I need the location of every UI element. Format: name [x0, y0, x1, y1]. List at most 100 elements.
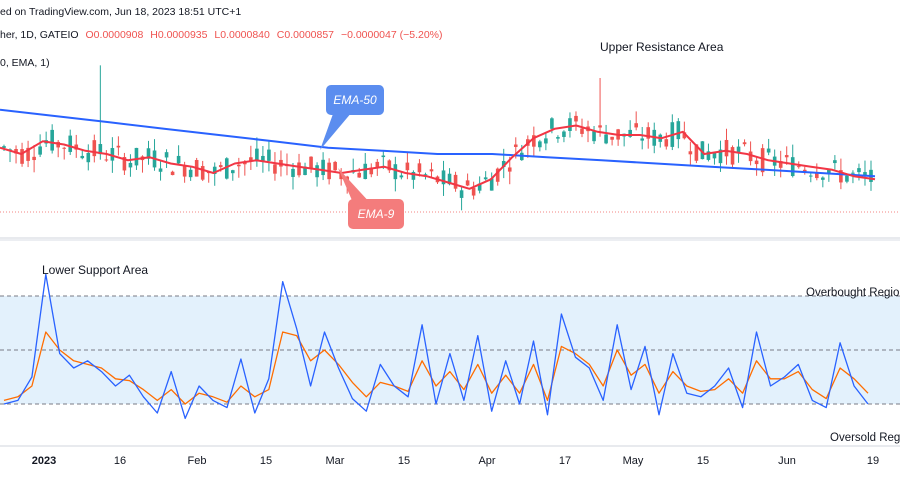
stoch-k-line: [3, 273, 869, 420]
candle-body: [815, 172, 819, 179]
candle-body: [688, 151, 693, 155]
candle-body: [730, 147, 735, 165]
candle-body: [399, 175, 404, 178]
candle-body: [411, 171, 416, 180]
candle-body: [188, 169, 193, 178]
candle-body: [267, 149, 271, 161]
time-axis[interactable]: 2023 16 Feb 15 Mar 15 Apr 17 May 15 Jun 19: [32, 455, 879, 467]
candle-body: [724, 139, 729, 157]
candle-body: [110, 148, 115, 161]
upper-resistance-label: Upper Resistance Area: [600, 40, 724, 54]
ema50-line: [0, 108, 876, 178]
time-axis-tick-label: 2023: [32, 455, 56, 467]
candle-body: [381, 155, 386, 158]
time-axis-tick-label: 16: [114, 455, 126, 467]
ohlc-low: L0.0000840: [214, 29, 270, 41]
candle-body: [20, 149, 24, 164]
candle-body: [646, 127, 651, 139]
candle-body: [574, 115, 578, 122]
candle-body: [833, 160, 837, 164]
candle-body: [604, 134, 608, 144]
candle-body: [393, 164, 398, 180]
ema9-callout-box: [348, 199, 404, 229]
candle-body: [116, 145, 121, 148]
candle-body: [513, 144, 518, 147]
candle-body: [580, 128, 584, 134]
indicator-legend[interactable]: 0, EMA, 1): [0, 57, 50, 69]
time-axis-tick-label: 15: [260, 455, 272, 467]
candle-body: [291, 168, 295, 177]
ema9-callout[interactable]: EMA-9: [338, 168, 404, 229]
candle-body: [158, 168, 163, 172]
candle-body: [375, 161, 380, 168]
time-axis-tick-label: Apr: [478, 455, 495, 467]
ema9-callout-text: EMA-9: [358, 207, 395, 221]
candle-body: [128, 162, 133, 168]
published-line: ed on TradingView.com, Jun 18, 2023 18:5…: [0, 6, 242, 18]
candle-body: [38, 146, 42, 155]
candle-body: [694, 144, 699, 161]
candle-body: [465, 180, 470, 186]
candle-body: [550, 118, 554, 129]
time-axis-tick-label: Mar: [326, 455, 345, 467]
time-axis-tick-label: 17: [559, 455, 571, 467]
candle-body: [568, 118, 572, 132]
candle-body: [459, 190, 464, 198]
stoch-d-line: [3, 331, 869, 405]
ema50-callout-text: EMA-50: [333, 93, 377, 107]
candle-body: [146, 148, 151, 159]
candle-body: [784, 155, 789, 158]
candle-body: [200, 166, 205, 180]
candle-body: [122, 157, 127, 171]
candle-body: [489, 178, 494, 191]
symbol-legend[interactable]: her, 1D, GATEIO O0.0000908 H0.0000935 L0…: [0, 29, 443, 41]
candle-body: [610, 136, 614, 140]
time-axis-tick-label: 19: [867, 455, 879, 467]
candle-body: [821, 177, 825, 180]
candle-body: [556, 137, 560, 139]
candle-body: [56, 141, 60, 148]
candle-body: [796, 166, 801, 168]
overbought-label: Overbought Regio: [806, 287, 899, 299]
candle-body: [700, 141, 705, 160]
candle-body: [32, 156, 36, 161]
candle-body: [712, 152, 717, 159]
candle-body: [224, 158, 229, 179]
candle-body: [333, 161, 337, 171]
candle-body: [170, 171, 175, 176]
candle-body: [839, 170, 843, 183]
candle-body: [790, 157, 795, 177]
candle-body: [98, 144, 103, 155]
candle-body: [363, 163, 368, 180]
ema9-line: [0, 124, 876, 190]
candle-body: [706, 151, 711, 160]
candle-body: [80, 155, 85, 159]
candle-body: [14, 149, 18, 154]
candle-body: [255, 148, 259, 162]
lower-support-label: Lower Support Area: [42, 263, 148, 277]
candle-body: [760, 148, 765, 173]
time-axis-tick-label: 15: [697, 455, 709, 467]
candle-body: [218, 165, 223, 168]
candle-body: [104, 159, 109, 161]
candle-body: [501, 161, 506, 168]
ema50-callout[interactable]: EMA-50: [320, 85, 384, 150]
candle-body: [562, 131, 566, 137]
candle-body: [766, 148, 771, 153]
ohlc-high: H0.0000935: [150, 29, 208, 41]
time-axis-tick-label: Feb: [188, 455, 207, 467]
candle-body: [212, 166, 217, 175]
candle-body: [718, 149, 723, 164]
candle-body: [26, 147, 30, 161]
price-pane: [0, 65, 900, 213]
symbol-name: her, 1D, GATEIO: [0, 29, 79, 41]
candle-body: [736, 146, 741, 154]
candle-body: [2, 146, 6, 148]
candle-body: [417, 163, 422, 173]
candle-body: [303, 166, 307, 176]
candle-body: [309, 156, 313, 168]
time-axis-tick-label: 15: [398, 455, 410, 467]
candle-body: [544, 138, 548, 144]
candle-body: [237, 164, 241, 167]
